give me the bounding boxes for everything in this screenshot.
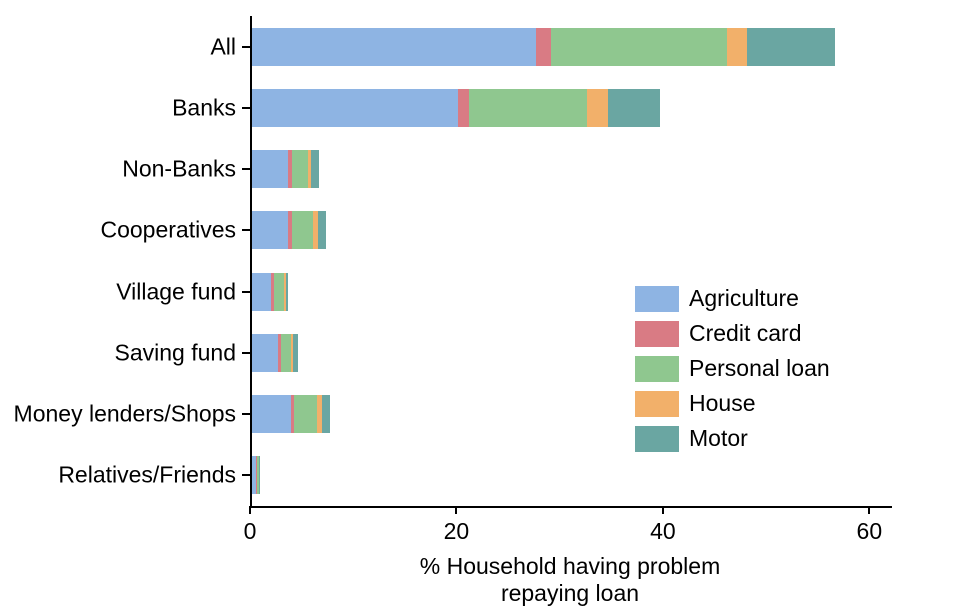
y-category-label: Cooperatives	[100, 217, 236, 244]
x-tick-label: 60	[857, 518, 883, 545]
legend-item: Agriculture	[635, 285, 830, 312]
legend-label: Credit card	[689, 320, 801, 347]
bar-row	[252, 334, 298, 372]
y-tick	[242, 168, 250, 170]
legend-swatch	[635, 426, 679, 452]
bar-segment-motor	[293, 334, 298, 372]
y-category-label: Non-Banks	[122, 156, 236, 183]
bar-segment-credit_card	[536, 28, 551, 66]
legend-swatch	[635, 286, 679, 312]
y-tick	[242, 229, 250, 231]
bar-segment-house	[587, 89, 608, 127]
bar-segment-motor	[318, 211, 326, 249]
legend: Agriculture Credit card Personal loan House…	[635, 285, 830, 460]
x-tick-label: 0	[244, 518, 257, 545]
bar-row	[252, 456, 260, 494]
bar-row	[252, 211, 326, 249]
bar-segment-personal_loan	[294, 395, 317, 433]
bar-segment-agriculture	[252, 395, 291, 433]
y-tick	[242, 352, 250, 354]
bar-segment-agriculture	[252, 273, 271, 311]
x-tick-label: 40	[650, 518, 676, 545]
y-tick	[242, 46, 250, 48]
legend-swatch	[635, 321, 679, 347]
bar-segment-personal_loan	[292, 211, 313, 249]
bar-segment-personal_loan	[292, 150, 307, 188]
bar-segment-agriculture	[252, 89, 458, 127]
bar-row	[252, 28, 835, 66]
bar-row	[252, 89, 660, 127]
legend-label: House	[689, 390, 755, 417]
bar-segment-agriculture	[252, 150, 288, 188]
y-tick	[242, 291, 250, 293]
y-category-label: Banks	[172, 94, 236, 121]
bar-row	[252, 150, 319, 188]
x-axis-title: % Household having problem repaying loan	[375, 553, 765, 607]
bar-segment-agriculture	[252, 28, 536, 66]
x-tick	[868, 506, 870, 514]
legend-item: Personal loan	[635, 355, 830, 382]
y-tick	[242, 107, 250, 109]
y-category-label: Money lenders/Shops	[14, 401, 236, 428]
bar-segment-house	[727, 28, 748, 66]
legend-label: Agriculture	[689, 285, 799, 312]
chart-container: All Banks Non-Banks Cooperatives Village fun…	[0, 0, 960, 604]
y-category-label: Saving fund	[115, 339, 236, 366]
bar-segment-personal_loan	[274, 273, 284, 311]
y-category-label: All	[210, 33, 236, 60]
legend-item: Motor	[635, 425, 830, 452]
bar-segment-credit_card	[458, 89, 468, 127]
x-tick	[455, 506, 457, 514]
bar-segment-motor	[747, 28, 835, 66]
legend-label: Motor	[689, 425, 748, 452]
bar-segment-personal_loan	[551, 28, 726, 66]
bar-segment-personal_loan	[281, 334, 291, 372]
y-tick	[242, 474, 250, 476]
bar-segment-personal_loan	[469, 89, 588, 127]
x-tick-label: 20	[444, 518, 470, 545]
bar-segment-motor	[608, 89, 660, 127]
bar-segment-motor	[259, 456, 260, 494]
bar-segment-motor	[311, 150, 319, 188]
y-category-label: Village fund	[116, 278, 236, 305]
bar-row	[252, 273, 288, 311]
legend-item: Credit card	[635, 320, 830, 347]
legend-swatch	[635, 356, 679, 382]
legend-label: Personal loan	[689, 355, 830, 382]
bar-row	[252, 395, 330, 433]
x-tick	[249, 506, 251, 514]
bar-segment-motor	[322, 395, 330, 433]
legend-item: House	[635, 390, 830, 417]
bar-segment-agriculture	[252, 334, 278, 372]
bar-segment-agriculture	[252, 211, 288, 249]
legend-swatch	[635, 391, 679, 417]
y-category-label: Relatives/Friends	[58, 462, 236, 489]
x-tick	[662, 506, 664, 514]
y-tick	[242, 413, 250, 415]
bar-segment-motor	[286, 273, 289, 311]
